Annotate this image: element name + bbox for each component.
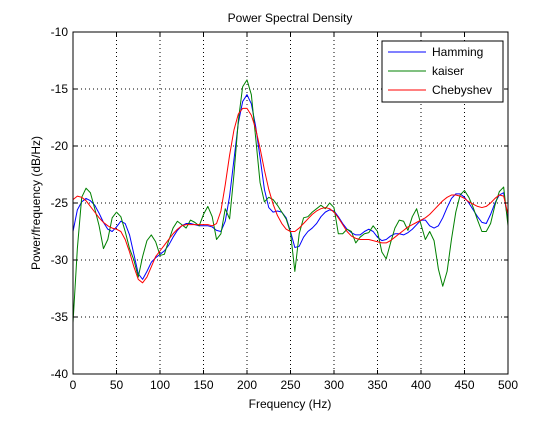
legend-label-chebyshev: Chebyshev — [432, 83, 492, 97]
x-tick-label: 0 — [70, 378, 77, 392]
x-tick-label: 200 — [237, 378, 257, 392]
series-line-kaiser — [73, 79, 508, 323]
y-tick-label: -10 — [51, 25, 69, 39]
y-tick-label: -25 — [51, 196, 69, 210]
x-tick-label: 300 — [324, 378, 344, 392]
y-tick-labels: -40 -35 -30 -25 -20 -15 -10 — [51, 25, 69, 381]
x-tick-label: 150 — [193, 378, 213, 392]
legend-label-hamming: Hamming — [432, 45, 483, 59]
axis-ticks — [72, 31, 509, 375]
x-tick-label: 250 — [280, 378, 300, 392]
y-axis-label: Power/frequency (dB/Hz) — [29, 136, 43, 270]
grid-lines — [73, 32, 508, 374]
x-tick-label: 50 — [110, 378, 124, 392]
y-tick-label: -15 — [51, 82, 69, 96]
x-tick-label: 350 — [367, 378, 387, 392]
x-tick-label: 100 — [150, 378, 170, 392]
x-tick-label: 400 — [411, 378, 431, 392]
legend: Hamming kaiser Chebyshev — [381, 40, 504, 103]
series-line-chebyshev — [73, 107, 508, 284]
y-tick-label: -30 — [51, 253, 69, 267]
x-tick-label: 500 — [498, 378, 518, 392]
legend-label-kaiser: kaiser — [432, 64, 464, 78]
x-tick-labels: 0 50 100 150 200 250 300 350 400 450 500 — [70, 378, 519, 392]
x-tick-label: 450 — [454, 378, 474, 392]
chart-title: Power Spectral Density — [228, 11, 353, 25]
y-tick-label: -20 — [51, 139, 69, 153]
y-tick-label: -35 — [51, 310, 69, 324]
y-tick-label: -40 — [51, 367, 69, 381]
series-lines — [73, 79, 508, 323]
x-axis-label: Frequency (Hz) — [249, 397, 332, 411]
